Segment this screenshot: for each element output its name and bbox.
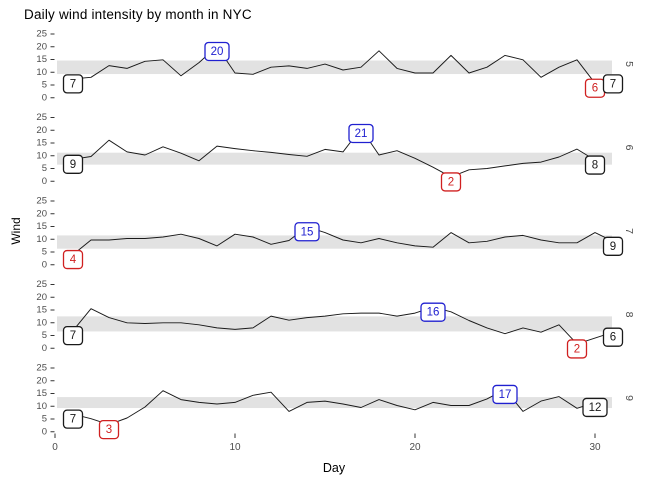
- y-tick-label: 15: [36, 54, 47, 65]
- y-tick-label: 15: [36, 305, 47, 316]
- min-value-label: 2: [574, 343, 580, 355]
- y-tick-label: 5: [42, 414, 47, 425]
- x-axis: 0 10 20 30: [52, 433, 601, 453]
- y-tick-label: 15: [36, 388, 47, 399]
- start-value-box: [62, 74, 84, 94]
- x-tick-label: 10: [229, 442, 241, 453]
- start-value-label: 7: [70, 330, 76, 342]
- min-value-box: [98, 419, 120, 440]
- y-tick-label: 10: [36, 317, 47, 328]
- x-tick-label: 30: [589, 442, 601, 453]
- y-tick-label: 10: [36, 401, 47, 412]
- x-tick-label: 0: [52, 442, 58, 453]
- y-tick-label: 5: [42, 247, 47, 258]
- start-value-box: [62, 409, 84, 429]
- x-axis-title: Day: [322, 461, 346, 475]
- facet-strip-label: 5: [623, 61, 635, 67]
- y-tick-label: 10: [36, 150, 47, 161]
- y-tick-label: 0: [42, 426, 47, 437]
- start-value-label: 4: [70, 254, 77, 266]
- end-value-label: 9: [610, 241, 616, 253]
- start-value-box: [62, 249, 84, 270]
- max-value-label: 16: [427, 307, 440, 319]
- min-value-label: 6: [592, 83, 598, 95]
- y-tick-label: 5: [42, 80, 47, 91]
- facet-strip-label: 8: [623, 312, 635, 318]
- reference-band: [57, 235, 612, 249]
- max-value-box: [420, 302, 446, 322]
- reference-band: [57, 316, 612, 332]
- y-tick-label: 0: [42, 92, 47, 103]
- y-tick-label: 20: [36, 125, 47, 136]
- chart-title: Daily wind intensity by month in NYC: [24, 7, 252, 22]
- facet-strip-label: 7: [623, 228, 635, 234]
- min-value-label: 2: [448, 176, 454, 188]
- y-tick-label: 5: [42, 163, 47, 174]
- end-value-label: 7: [610, 78, 616, 90]
- y-tick-label: 0: [42, 176, 47, 187]
- start-value-box: [62, 154, 84, 174]
- y-tick-label: 25: [36, 112, 47, 123]
- max-value-label: 15: [301, 226, 314, 238]
- wind-line-month-5: [72, 46, 614, 84]
- y-tick-label: 5: [42, 330, 47, 341]
- min-value-box: [440, 172, 462, 192]
- max-value-box: [204, 41, 230, 62]
- end-value-box: [602, 74, 624, 94]
- y-tick-label: 20: [36, 41, 47, 52]
- y-tick-label: 10: [36, 67, 47, 78]
- y-tick-label: 15: [36, 138, 47, 149]
- end-value-box: [602, 327, 624, 347]
- y-tick-label: 20: [36, 292, 47, 303]
- y-tick-label: 25: [36, 279, 47, 290]
- wind-line-month-7: [72, 226, 614, 255]
- x-tick-label: 20: [409, 442, 421, 453]
- y-tick-label: 25: [36, 29, 47, 40]
- max-value-box: [492, 384, 518, 405]
- y-tick-label: 0: [42, 343, 47, 354]
- start-value-label: 7: [70, 78, 76, 90]
- wind-line-month-6: [72, 128, 596, 178]
- max-value-label: 21: [355, 128, 368, 140]
- y-tick-label: 10: [36, 234, 47, 245]
- y-tick-label: 20: [36, 208, 47, 219]
- reference-band: [57, 152, 612, 165]
- y-tick-label: 25: [36, 363, 47, 374]
- end-value-label: 6: [610, 332, 616, 344]
- end-value-box: [582, 397, 608, 418]
- end-value-label: 8: [592, 160, 598, 172]
- min-value-label: 3: [106, 424, 112, 436]
- max-value-label: 17: [499, 389, 512, 401]
- start-value-label: 7: [70, 414, 76, 426]
- start-value-box: [62, 326, 84, 346]
- end-value-box: [584, 155, 606, 175]
- facet-strip-label: 6: [623, 145, 635, 151]
- max-value-label: 20: [211, 46, 224, 58]
- y-tick-label: 15: [36, 221, 47, 232]
- wind-line-month-8: [72, 306, 614, 345]
- max-value-box: [294, 222, 320, 242]
- facet-strip-label: 9: [623, 395, 635, 401]
- start-value-label: 9: [70, 159, 76, 171]
- y-tick-label: 25: [36, 196, 47, 207]
- min-value-box: [566, 339, 588, 359]
- end-value-label: 12: [589, 402, 602, 414]
- y-tick-label: 20: [36, 375, 47, 386]
- max-value-box: [348, 123, 374, 144]
- end-value-box: [602, 236, 624, 256]
- y-tick-label: 0: [42, 259, 47, 270]
